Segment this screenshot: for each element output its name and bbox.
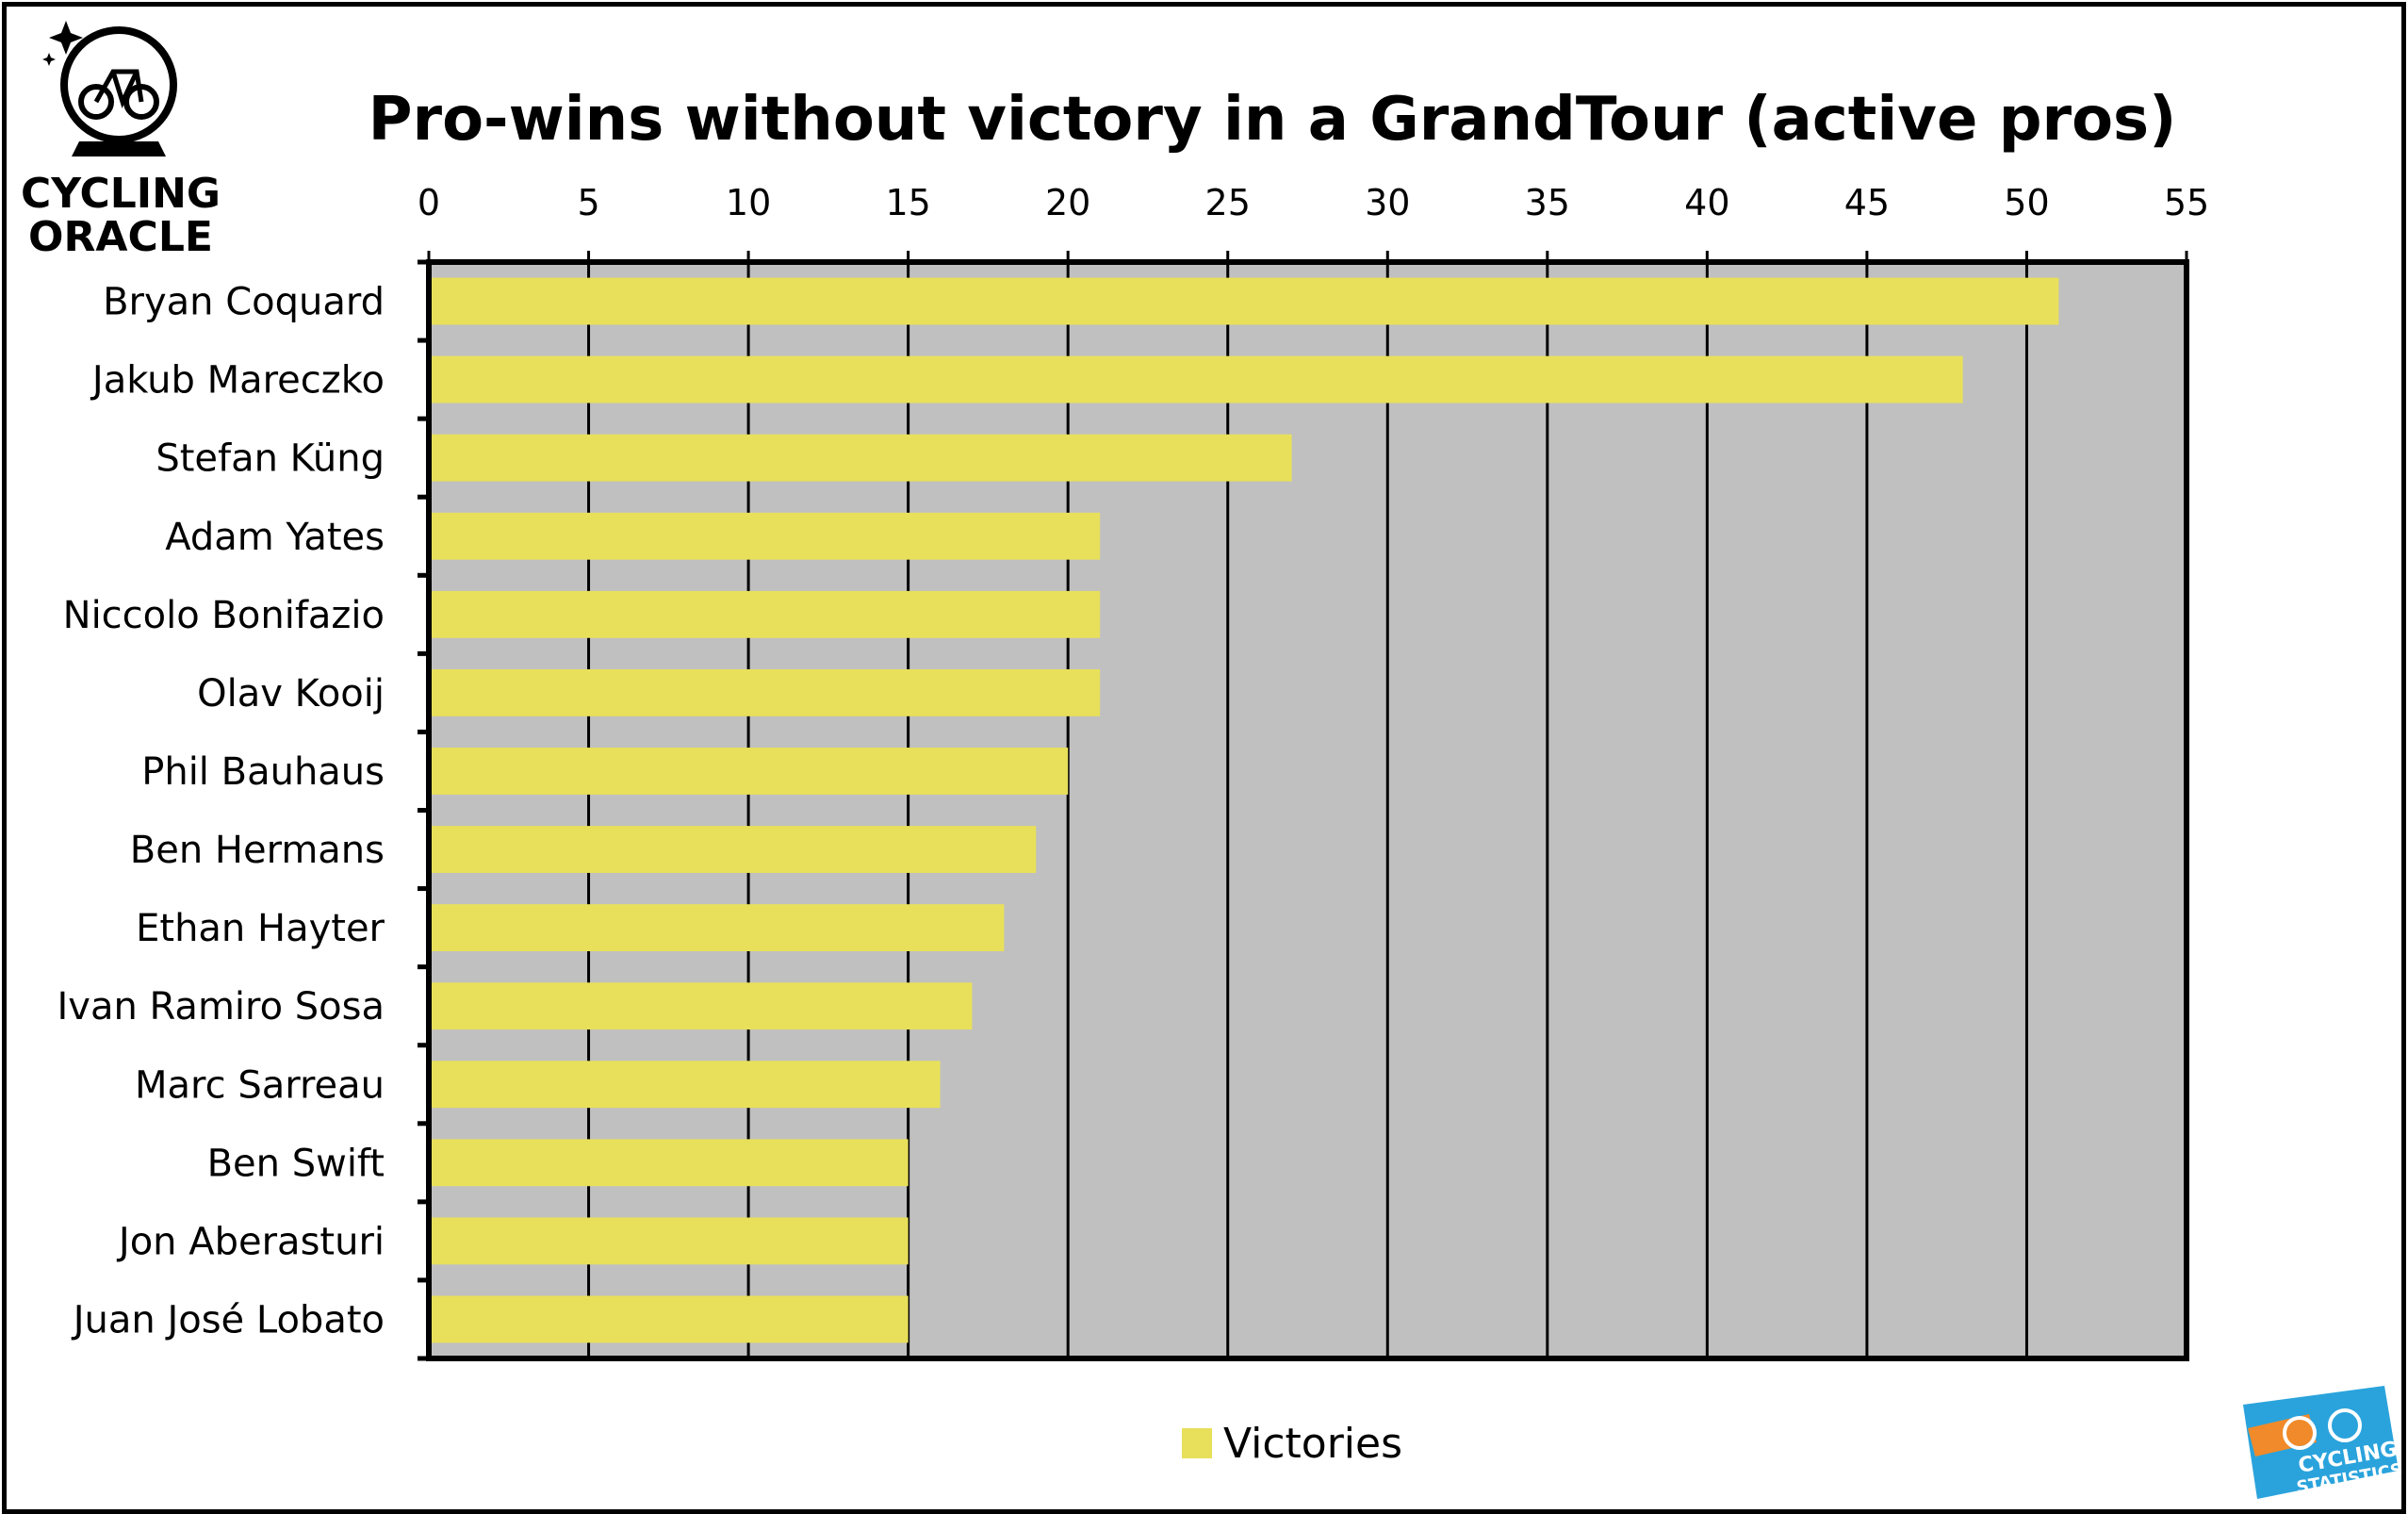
x-tick-label: 15 [885, 182, 930, 223]
cycling-statistics-logo: CYCLING STATISTICS [2243, 1386, 2404, 1499]
category-label: Ivan Ramiro Sosa [57, 985, 385, 1029]
bars [429, 277, 2059, 1343]
bar [429, 982, 973, 1030]
x-tick-label: 45 [1844, 182, 1890, 223]
category-label: Ben Swift [207, 1142, 385, 1185]
logo-text-line2: ORACLE [28, 213, 213, 261]
category-label: Jon Aberasturi [116, 1220, 385, 1263]
category-label: Niccolo Bonifazio [63, 594, 385, 637]
bar [429, 904, 1005, 952]
category-label: Bryan Coquard [103, 281, 385, 324]
bar [429, 1217, 909, 1265]
x-tick-labels: 0 5 10 15 20 25 30 35 40 45 50 55 [418, 182, 2209, 223]
chart-title: Pro-wins without victory in a GrandTour … [369, 85, 2177, 155]
x-tick-label: 35 [1525, 182, 1570, 223]
category-label: Ben Hermans [130, 829, 385, 872]
category-label: Juan José Lobato [71, 1298, 385, 1341]
plot-border [426, 259, 2189, 1361]
legend-label: Victories [1223, 1420, 1402, 1468]
x-tick-label: 30 [1365, 182, 1410, 223]
category-label: Marc Sarreau [135, 1063, 385, 1107]
legend-swatch [1182, 1428, 1212, 1458]
category-label: Phil Bauhaus [141, 750, 385, 794]
x-tick-label: 25 [1205, 182, 1251, 223]
bar [429, 434, 1292, 482]
bar [429, 826, 1037, 873]
cycling-oracle-logo: CYCLING ORACLE [21, 21, 221, 261]
bar [429, 1061, 941, 1109]
x-tick-label: 0 [418, 182, 440, 223]
x-tick-label: 55 [2164, 182, 2209, 223]
category-labels: Bryan Coquard Jakub Mareczko Stefan Küng Ad… [57, 281, 385, 1342]
bar [429, 748, 1069, 795]
bar [429, 1295, 909, 1343]
category-label: Adam Yates [165, 516, 385, 559]
plot-area [429, 262, 2187, 1358]
bar [429, 355, 1963, 403]
bar [429, 1139, 909, 1187]
bar [429, 277, 2059, 325]
x-tick-label: 40 [1684, 182, 1729, 223]
x-tick-label: 5 [577, 182, 599, 223]
crystal-ball-bike-icon [60, 26, 177, 156]
x-tick-label: 50 [2004, 182, 2049, 223]
category-label: Stefan Küng [156, 437, 385, 481]
category-label: Olav Kooij [197, 672, 385, 716]
legend: Victories [1182, 1420, 1402, 1468]
bar [429, 512, 1101, 560]
sparkle-icon [42, 21, 83, 66]
bar [429, 668, 1101, 716]
x-tick-label: 20 [1045, 182, 1090, 223]
logo-text-line1: CYCLING [21, 170, 221, 218]
category-label: Ethan Hayter [136, 907, 385, 950]
x-tick-label: 10 [726, 182, 771, 223]
category-label: Jakub Mareczko [90, 359, 385, 403]
bar [429, 590, 1101, 638]
